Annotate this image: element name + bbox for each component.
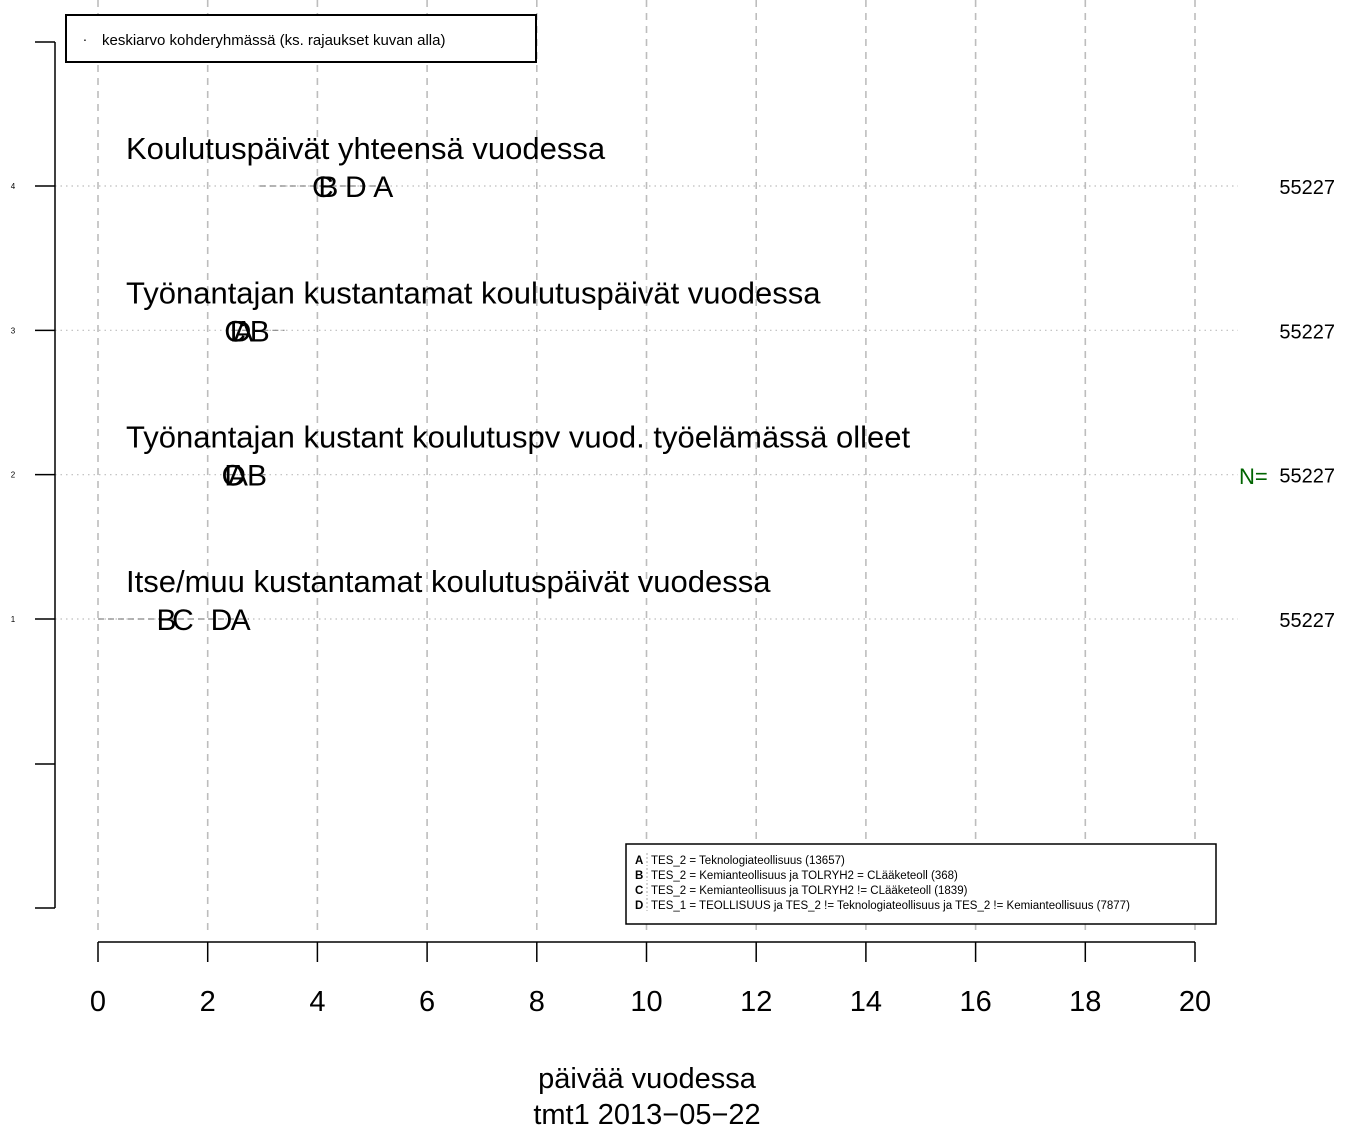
chart-caption: tmt1 2013−05−22 (533, 1099, 760, 1129)
x-tick-label: 0 (90, 986, 106, 1018)
legend-key: C (635, 885, 643, 897)
point-d: D (230, 315, 252, 348)
y-tick-label: 3 (11, 326, 16, 335)
x-tick-label: 10 (630, 986, 662, 1018)
x-tick-label: 20 (1179, 986, 1211, 1018)
row-guides (55, 185, 1238, 620)
legend-item-text: TES_2 = Teknologiateollisuus (13657) (651, 855, 845, 867)
data-row: Työnantajan kustantamat koulutuspäivät v… (126, 275, 1335, 348)
legend-item-text: TES_1 = TEOLLISUUS ja TES_2 != Teknologi… (651, 900, 1130, 912)
point-d: D (224, 460, 246, 493)
x-tick-label: 18 (1069, 986, 1101, 1018)
legend-item-text: TES_2 = Kemianteollisuus ja TOLRYH2 != C… (651, 885, 968, 897)
y-axis: 1 2 3 4 (11, 41, 56, 909)
y-tick-label: 2 (11, 471, 16, 480)
row-n-value: 55227 (1279, 466, 1335, 488)
legend-key: B (635, 870, 643, 882)
x-axis: 0 2 4 6 8 10 12 14 16 18 20 (90, 941, 1211, 1018)
group-legend: A TES_2 = Teknologiateollisuus (13657) B TE… (625, 843, 1217, 925)
row-n-value: 55227 (1279, 610, 1335, 632)
point-a: A (233, 315, 253, 348)
point-b: B (157, 604, 177, 637)
x-tick-label: 6 (419, 986, 435, 1018)
x-tick-label: 12 (740, 986, 772, 1018)
legend-key: D (635, 900, 643, 912)
legend-marker: · (83, 31, 88, 47)
data-row: Työnantajan kustant koulutuspv vuod. työ… (126, 420, 1335, 493)
point-b: B (247, 460, 267, 493)
x-tick-label: 16 (959, 986, 991, 1018)
legend-item-text: TES_2 = Kemianteollisuus ja TOLRYH2 = CL… (651, 870, 958, 882)
point-a: A (373, 171, 393, 204)
x-tick-label: 2 (200, 986, 216, 1018)
point-d: D (345, 171, 367, 204)
point-d: D (211, 604, 233, 637)
row-title: Työnantajan kustantamat koulutuspäivät v… (126, 275, 821, 310)
x-tick-label: 14 (850, 986, 882, 1018)
point-a: A (228, 460, 248, 493)
x-axis-label: päivää vuodessa (538, 1063, 757, 1095)
row-n-value: 55227 (1279, 321, 1335, 343)
row-title: Itse/muu kustantamat koulutuspäivät vuod… (126, 564, 771, 599)
point-a: A (231, 604, 251, 637)
x-tick-label: 4 (309, 986, 325, 1018)
point-c: C (224, 315, 246, 348)
n-label: N= (1239, 464, 1268, 489)
top-legend: · keskiarvo kohderyhmässä (ks. rajaukset… (65, 14, 537, 63)
data-row: Itse/muu kustantamat koulutuspäivät vuod… (98, 564, 1335, 637)
point-c: C (312, 171, 334, 204)
point-b: B (250, 315, 270, 348)
y-tick-label: 1 (11, 615, 16, 624)
legend-key: A (635, 855, 643, 867)
x-tick-label: 8 (529, 986, 545, 1018)
row-n-value: 55227 (1279, 177, 1335, 199)
point-b: B (318, 171, 338, 204)
data-row: Koulutuspäivät yhteensä vuodessa CB D A 5522… (126, 131, 1335, 204)
point-c: C (172, 604, 194, 637)
point-c: C (222, 460, 244, 493)
y-tick-label: 4 (11, 182, 16, 191)
row-title: Työnantajan kustant koulutuspv vuod. työ… (126, 420, 910, 455)
legend-text: keskiarvo kohderyhmässä (ks. rajaukset k… (102, 32, 445, 49)
row-title: Koulutuspäivät yhteensä vuodessa (126, 131, 606, 166)
